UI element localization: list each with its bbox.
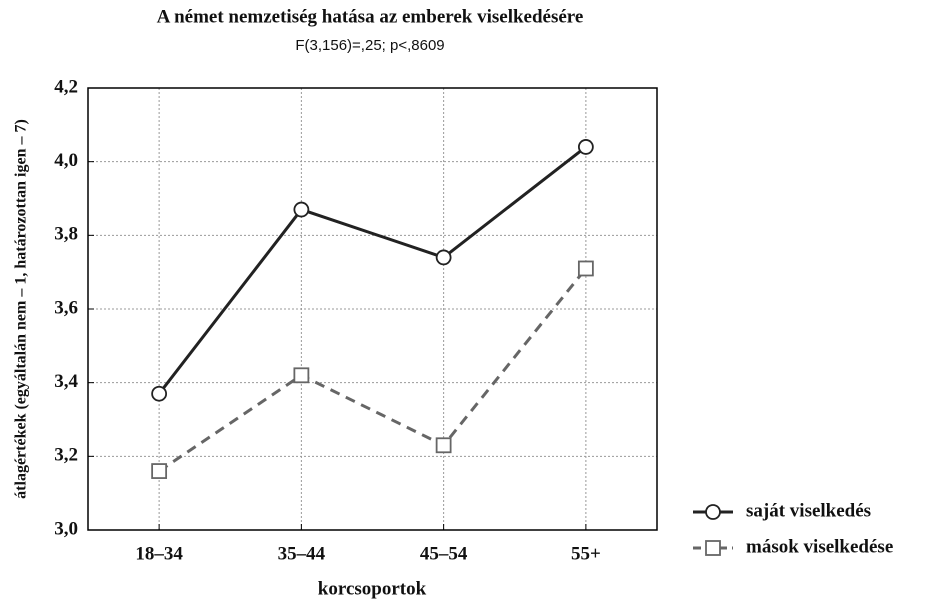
data-point [151,385,168,402]
chart-subtitle: F(3,156)=,25; p<,8609 [295,37,444,54]
series-line [157,145,587,395]
series-line [158,267,588,473]
x-axis-label: korcsoportok [318,578,427,599]
data-point [577,139,594,155]
data-point [151,463,168,479]
x-tick-label: 55+ [571,543,601,564]
plot-frame [87,87,658,531]
y-tick-label: 3,6 [54,297,78,318]
data-point [435,249,452,266]
y-axis-label: átlagértékek (egyáltalán nem – 1, határo… [13,119,30,499]
legend-label: mások viselkedése [746,536,893,557]
data-point [293,367,310,384]
x-tick-label: 45–54 [420,543,468,564]
y-tick-label: 3,8 [54,224,78,245]
y-tick-label: 3,4 [54,371,78,392]
y-tick-label: 4,0 [54,150,78,171]
data-point [293,201,310,218]
legend-label: saját viselkedés [746,500,871,521]
y-tick-label: 4,2 [54,76,78,97]
data-point [577,260,594,277]
y-tick-label: 3,2 [54,445,78,466]
chart-title: A német nemzetiség hatása az emberek vis… [157,6,584,27]
x-tick-label: 18–34 [135,543,183,564]
data-point [435,437,452,454]
y-tick-label: 3,0 [54,518,78,539]
legend-marker [705,504,721,520]
x-tick-label: 35–44 [278,543,326,564]
legend-marker [705,540,721,556]
